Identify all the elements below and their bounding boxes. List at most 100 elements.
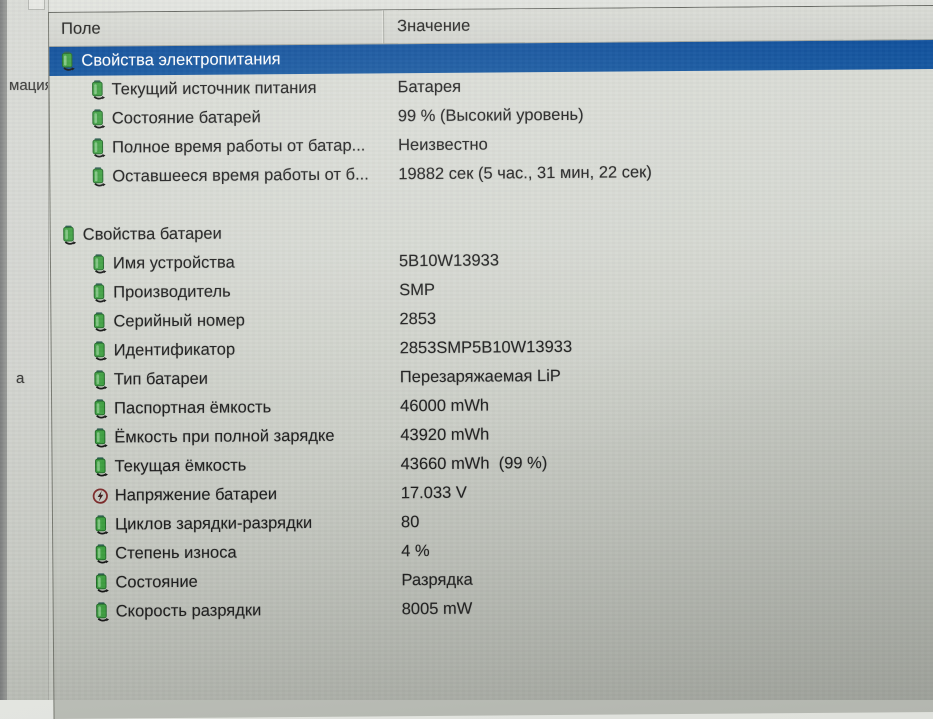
battery-icon: [89, 138, 106, 159]
table-row[interactable]: Скорость разрядки 8005 mW: [54, 591, 933, 627]
row-label: Паспортная ёмкость: [114, 398, 272, 418]
row-value: Перезаряжаемая LiP: [399, 366, 561, 387]
table-row[interactable]: Серийный номер 2853: [51, 301, 933, 337]
row-field-cell: Полное время работы от батар...: [50, 135, 384, 159]
row-label: Состояние: [115, 572, 198, 592]
row-field-cell: Идентификатор: [52, 338, 386, 362]
row-field-cell: Свойства электропитания: [49, 48, 383, 72]
row-label: Ёмкость при полной зарядке: [114, 426, 335, 447]
row-field-cell: Паспортная ёмкость: [52, 396, 386, 420]
row-value: 46000 mWh: [400, 396, 490, 416]
row-value: 17.033 V: [400, 483, 467, 503]
battery-icon: [91, 399, 108, 420]
row-label: Циклов зарядки-разрядки: [114, 513, 313, 534]
row-label: Оставшееся время работы от б...: [112, 165, 369, 186]
table-row[interactable]: Имя устройства 5B10W13933: [51, 243, 933, 279]
battery-icon: [92, 515, 109, 536]
row-value: 80: [400, 513, 420, 532]
sidebar-text-fragment: а: [16, 370, 25, 387]
row-label: Напряжение батареи: [114, 485, 278, 505]
row-value: 2853SMP5B10W13933: [399, 337, 573, 358]
table-row[interactable]: Текущий источник питания Батарея: [50, 69, 933, 105]
row-field-cell: Состояние: [53, 570, 387, 594]
battery-icon: [90, 254, 107, 275]
row-label: Идентификатор: [113, 340, 236, 360]
battery-icon: [89, 167, 106, 188]
row-value: 43920 mWh: [400, 425, 490, 445]
row-field-cell: Серийный номер: [51, 309, 385, 333]
left-sidebar: мация а: [7, 0, 49, 700]
row-value: 2853: [399, 309, 437, 329]
table-row[interactable]: Степень износа 4 %: [53, 533, 933, 569]
table-row[interactable]: Оставшееся время работы от б... 19882 сек…: [50, 156, 933, 192]
row-field-cell: Оставшееся время работы от б...: [50, 164, 384, 188]
table-row[interactable]: Ёмкость при полной зарядке 43920 mWh: [52, 417, 933, 453]
row-field-cell: Степень износа: [53, 541, 387, 565]
battery-icon: [91, 457, 108, 478]
table-row[interactable]: Полное время работы от батар... Неизвестн…: [50, 127, 933, 163]
row-label: Текущая ёмкость: [114, 456, 247, 476]
row-label: Серийный номер: [113, 311, 245, 331]
sidebar-text-fragment: мация: [9, 77, 49, 94]
background-window-artifact: [28, 0, 45, 10]
battery-icon: [58, 51, 75, 72]
row-value: Разрядка: [401, 570, 473, 590]
row-value: 8005 mW: [401, 599, 473, 619]
column-header-value[interactable]: Значение: [382, 5, 933, 44]
row-value: 4 %: [401, 542, 430, 561]
battery-icon: [89, 80, 106, 101]
row-value: [383, 54, 933, 58]
row-label: Свойства электропитания: [81, 50, 281, 70]
table-row[interactable]: Свойства батареи: [51, 214, 933, 250]
row-label: Текущий источник питания: [111, 78, 317, 99]
row-field-cell: Ёмкость при полной зарядке: [52, 425, 386, 449]
table-row[interactable]: Состояние Разрядка: [53, 562, 933, 598]
table-row[interactable]: Тип батареи Перезаряжаемая LiP: [52, 359, 933, 395]
row-field-cell: Текущий источник питания: [50, 77, 384, 101]
row-field-cell: Циклов зарядки-разрядки: [53, 512, 387, 536]
row-value: SMP: [399, 280, 436, 300]
row-value: 19882 сек (5 час., 31 мин, 22 сек): [398, 163, 652, 184]
battery-icon: [92, 544, 109, 565]
table-row[interactable]: Производитель SMP: [51, 272, 933, 308]
row-value: 43660 mWh (99 %): [400, 454, 548, 474]
voltage-icon: [92, 486, 109, 507]
row-value: Батарея: [397, 77, 462, 97]
row-field-cell: Имя устройства: [51, 251, 385, 275]
table-row[interactable]: Идентификатор 2853SMP5B10W13933: [52, 330, 933, 366]
row-field-cell: Напряжение батареи: [53, 483, 387, 507]
battery-icon: [91, 370, 108, 391]
row-label: Имя устройства: [112, 253, 235, 273]
window-edge: [0, 0, 7, 700]
battery-report-panel: Поле Значение Свойства электропитания Тек…: [48, 4, 933, 719]
row-label: Свойства батареи: [82, 224, 222, 244]
row-label: Состояние батарей: [111, 108, 261, 128]
row-value: [385, 228, 933, 232]
row-label: Тип батареи: [113, 369, 209, 389]
table-row[interactable]: Свойства электропитания: [49, 39, 933, 76]
battery-icon: [92, 573, 109, 594]
row-field-cell: Свойства батареи: [51, 222, 385, 246]
battery-icon: [90, 283, 107, 304]
row-label: Скорость разрядки: [115, 601, 262, 621]
battery-icon: [89, 109, 106, 130]
row-field-cell: Текущая ёмкость: [52, 454, 386, 478]
battery-icon: [60, 225, 77, 246]
table-row[interactable]: Напряжение батареи 17.033 V: [53, 475, 933, 511]
battery-icon: [91, 341, 108, 362]
row-field-cell: Производитель: [51, 280, 385, 304]
battery-icon: [91, 428, 108, 449]
row-label: Степень износа: [115, 543, 237, 563]
row-value: 99 % (Высокий уровень): [397, 105, 584, 126]
table-row[interactable]: Текущая ёмкость 43660 mWh (99 %): [52, 446, 933, 482]
row-label: Производитель: [113, 282, 231, 302]
table-row[interactable]: Циклов зарядки-разрядки 80: [53, 504, 933, 540]
table-row[interactable]: Состояние батарей 99 % (Высокий уровень): [50, 98, 933, 134]
row-value: Неизвестно: [397, 135, 488, 155]
row-value: 5B10W13933: [398, 251, 500, 271]
column-header-field[interactable]: Поле: [61, 19, 101, 38]
row-label: Полное время работы от батар...: [111, 136, 366, 157]
table-row[interactable]: Паспортная ёмкость 46000 mWh: [52, 388, 933, 424]
table-body: Свойства электропитания Текущий источник …: [49, 39, 933, 627]
